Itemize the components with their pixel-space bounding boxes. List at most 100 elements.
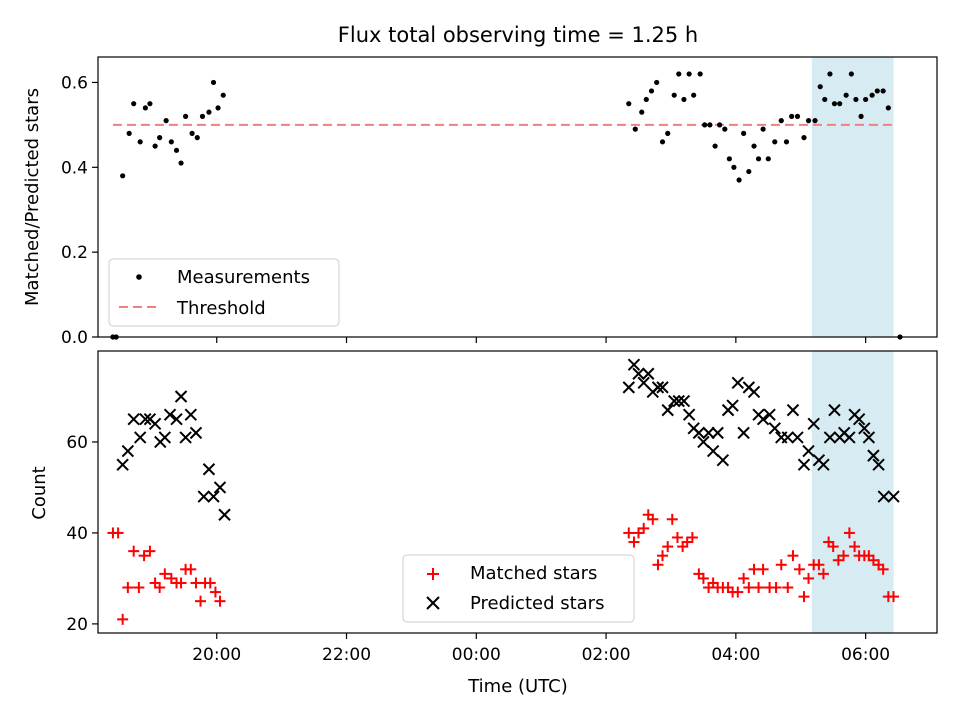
predicted-star-point: [189, 426, 203, 440]
measurement-point: [848, 71, 854, 77]
measurement-point: [731, 164, 737, 170]
matched-star-point: [838, 550, 850, 562]
matched-star-point: [787, 550, 799, 562]
measurement-point: [702, 122, 708, 128]
bottom-x-ticks: 20:00 22:00 00:00 02:00 04:00 06:00: [192, 633, 890, 665]
measurement-point: [869, 92, 875, 98]
top-x-ticks: [216, 337, 867, 343]
predicted-star-point: [823, 431, 837, 444]
predicted-star-point: [858, 422, 871, 435]
matched-star-point: [138, 550, 150, 562]
x-tick-label: 02:00: [582, 645, 631, 665]
predicted-star-point: [170, 413, 183, 426]
predicted-star-point: [622, 381, 635, 394]
measurement-point: [215, 105, 221, 111]
measurement-point: [671, 92, 677, 98]
predicted-star-point: [768, 422, 781, 435]
predicted-star-point: [197, 490, 210, 503]
top-legend-frame: [108, 258, 340, 327]
matched-star-point: [647, 513, 659, 525]
measurement-point: [189, 130, 195, 136]
bottom-legend: Matched stars Predicted stars: [402, 554, 635, 623]
legend-threshold-label: Threshold: [176, 298, 266, 319]
bottom-legend-frame: [402, 554, 635, 623]
bottom-y-tick-label: 40: [66, 524, 88, 544]
matched-star-point: [159, 568, 171, 580]
measurement-point: [676, 71, 682, 77]
matched-star-point: [732, 586, 744, 598]
measurement-point: [120, 173, 126, 179]
measurement-point: [639, 109, 645, 115]
legend-matched-marker: [427, 568, 439, 580]
bottom-y-axis-label: Count: [29, 466, 50, 519]
predicted-star-point: [174, 390, 188, 403]
matched-star-point: [185, 563, 197, 575]
measurement-point: [199, 113, 206, 119]
predicted-star-point: [632, 367, 645, 380]
measurement-point: [152, 143, 158, 149]
predicted-star-point: [218, 508, 231, 521]
matched-star-point: [128, 545, 140, 557]
legend-measurements-marker: [136, 274, 142, 280]
matched-star-point: [753, 582, 765, 594]
predicted-star-point: [207, 490, 220, 503]
measurement-point: [168, 139, 174, 145]
matched-star-point: [195, 595, 207, 607]
measurement-point: [665, 130, 671, 136]
matched-star-point: [775, 559, 787, 571]
measurement-point: [772, 139, 778, 145]
predicted-star-point: [661, 403, 674, 417]
predicted-star-point: [763, 408, 776, 421]
predicted-star-point: [706, 444, 720, 458]
bottom-y-ticks: 20 40 60: [66, 433, 98, 635]
predicted-star-point: [872, 458, 885, 471]
measurement-point: [157, 135, 163, 141]
measurement-point: [681, 96, 687, 103]
top-y-ticks: 0.0 0.2 0.4 0.6: [61, 73, 98, 348]
matched-stars-points: [107, 509, 900, 625]
measurement-point: [827, 71, 833, 77]
measurement-point: [741, 130, 747, 136]
measurement-point: [843, 92, 849, 98]
measurement-point: [863, 96, 869, 103]
measurement-point: [858, 113, 864, 119]
measurement-point: [173, 147, 180, 153]
measurement-point: [194, 135, 200, 141]
measurement-point: [805, 118, 812, 124]
measurement-point: [163, 118, 169, 124]
predicted-star-point: [887, 490, 900, 503]
measurement-point: [126, 130, 132, 136]
top-y-tick-label: 0.2: [61, 243, 88, 263]
predicted-star-point: [179, 431, 192, 444]
predicted-star-point: [802, 444, 815, 458]
matched-star-point: [888, 591, 900, 603]
top-y-tick-label: 0.6: [61, 73, 88, 93]
matched-star-point: [849, 541, 861, 553]
predicted-star-point: [213, 481, 227, 494]
top-panel: 0.0 0.2 0.4 0.6 Flux total observing time =…: [22, 23, 938, 348]
predicted-star-point: [711, 426, 724, 440]
predicted-star-point: [158, 431, 172, 444]
predicted-star-point: [877, 490, 890, 503]
measurement-point: [643, 96, 649, 103]
predicted-star-point: [791, 431, 804, 444]
measurement-point: [210, 79, 217, 86]
measurement-point: [801, 135, 807, 141]
top-y-tick-label: 0.0: [61, 328, 88, 348]
x-axis-label: Time (UTC): [467, 676, 568, 697]
top-y-tick-label: 0.4: [61, 158, 88, 178]
measurement-point: [885, 105, 891, 111]
predicted-star-point: [726, 399, 739, 412]
x-tick-label: 00:00: [452, 645, 501, 665]
predicted-star-point: [677, 394, 691, 408]
measurement-point: [717, 122, 723, 128]
predicted-star-point: [116, 458, 129, 471]
measurement-point: [751, 143, 757, 149]
matched-star-point: [877, 563, 889, 575]
predicted-star-point: [682, 408, 696, 421]
measurement-point: [632, 126, 638, 132]
measurement-point: [654, 79, 660, 86]
predicted-star-point: [656, 381, 669, 394]
measurement-point: [659, 139, 666, 145]
predicted-star-point: [163, 408, 177, 421]
